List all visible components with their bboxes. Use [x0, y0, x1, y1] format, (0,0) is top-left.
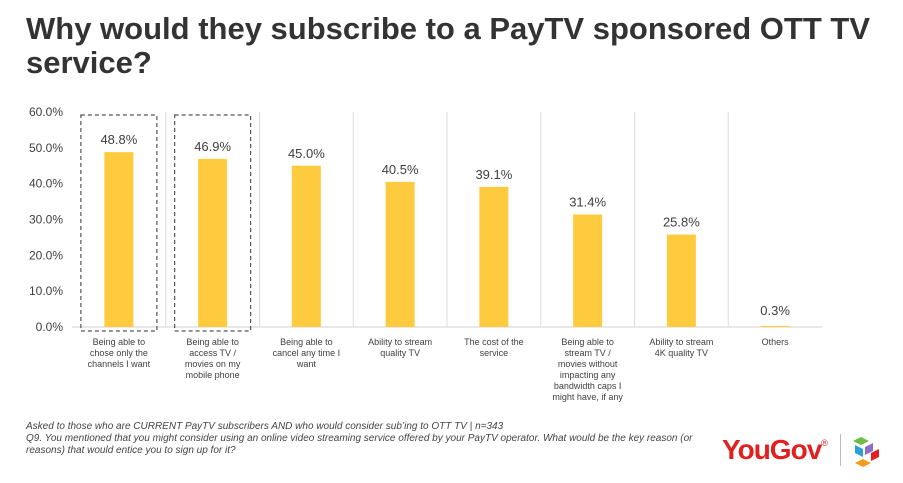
category-label-line: chose only the: [90, 348, 148, 358]
category-label-line: 4K quality TV: [655, 348, 708, 358]
category-label-line: Ability to stream: [368, 337, 432, 347]
bar-5: [479, 186, 509, 327]
category-label: Ability to stream 4K quality TV: [649, 337, 713, 358]
category-label-line: mobile phone: [186, 370, 240, 380]
bar-3: [291, 165, 321, 327]
y-tick-label: 60.0%: [29, 105, 63, 119]
page-title: Why would they subscribe to a PayTV spon…: [26, 11, 871, 80]
category-label-line: Others: [762, 337, 790, 347]
logo-text: YouGov: [722, 434, 822, 465]
y-tick-label: 40.0%: [29, 177, 63, 191]
data-label: 48.8%: [100, 132, 137, 147]
category-label-line: Being able to: [186, 337, 239, 347]
data-label: 45.0%: [288, 146, 325, 161]
bar-chart: 0.0% 10.0% 20.0% 30.0% 40.0% 50.0% 60.0% 48.8% B…: [29, 105, 822, 402]
data-label: 46.9%: [194, 139, 231, 154]
y-tick-label: 20.0%: [29, 248, 63, 262]
logo-divider: [839, 434, 841, 466]
category-label-line: bandwidth caps I: [554, 381, 622, 391]
y-tick-label: 30.0%: [29, 213, 63, 227]
data-label: 40.5%: [382, 162, 419, 177]
category-label: Ability to stream quality TV: [368, 337, 432, 358]
category-label: Others: [762, 337, 790, 347]
bar-7: [666, 234, 696, 327]
category-label-line: channels I want: [88, 359, 151, 369]
footnote-question: Q9. You mentioned that you might conside…: [26, 433, 693, 456]
bar-1: [104, 152, 134, 327]
category-label-line: impacting any: [560, 370, 616, 380]
category-label: The cost of the service: [464, 337, 524, 358]
y-tick-label: 50.0%: [29, 141, 63, 155]
category-label: Being able to access TV / movies on my mobi…: [185, 337, 241, 380]
category-label-line: stream TV /: [564, 348, 611, 358]
bar-2: [198, 158, 228, 327]
category-label-line: movies on my: [185, 359, 241, 369]
category-label-line: Being able to: [93, 337, 146, 347]
yougov-cubes-icon: [852, 437, 879, 467]
y-tick-label: 0.0%: [36, 320, 64, 334]
bar-8: [760, 325, 790, 327]
highlight-box: [174, 114, 252, 332]
data-label: 25.8%: [663, 215, 700, 230]
data-label: 31.4%: [569, 194, 606, 209]
bar-4: [385, 181, 415, 327]
category-label-line: want: [296, 359, 317, 369]
category-label: Being able to chose only the channels I wa…: [88, 337, 151, 369]
bar-6: [573, 214, 603, 327]
category-label-line: The cost of the: [464, 337, 524, 347]
data-label: 39.1%: [475, 167, 512, 182]
category-label-line: might have, if any: [552, 392, 623, 402]
data-label: 0.3%: [760, 303, 790, 318]
category-label-line: cancel any time I: [273, 348, 341, 358]
y-tick-label: 10.0%: [29, 284, 63, 298]
category-label-line: quality TV: [380, 348, 420, 358]
category-label-line: access TV /: [189, 348, 236, 358]
highlight-box: [80, 114, 158, 332]
category-label-line: movies without: [558, 359, 618, 369]
logo-registered-mark: ®: [821, 438, 828, 448]
category-label-line: Being able to: [561, 337, 614, 347]
category-label: Being able to stream TV / movies without im…: [552, 337, 623, 402]
category-label-line: service: [480, 348, 509, 358]
category-label-line: Being able to: [280, 337, 333, 347]
footnote: Asked to those who are CURRENT PayTV sub…: [26, 421, 706, 457]
yougov-logo: YouGov ®: [722, 432, 887, 468]
footnote-sample: Asked to those who are CURRENT PayTV sub…: [26, 421, 504, 432]
category-label-line: Ability to stream: [649, 337, 713, 347]
